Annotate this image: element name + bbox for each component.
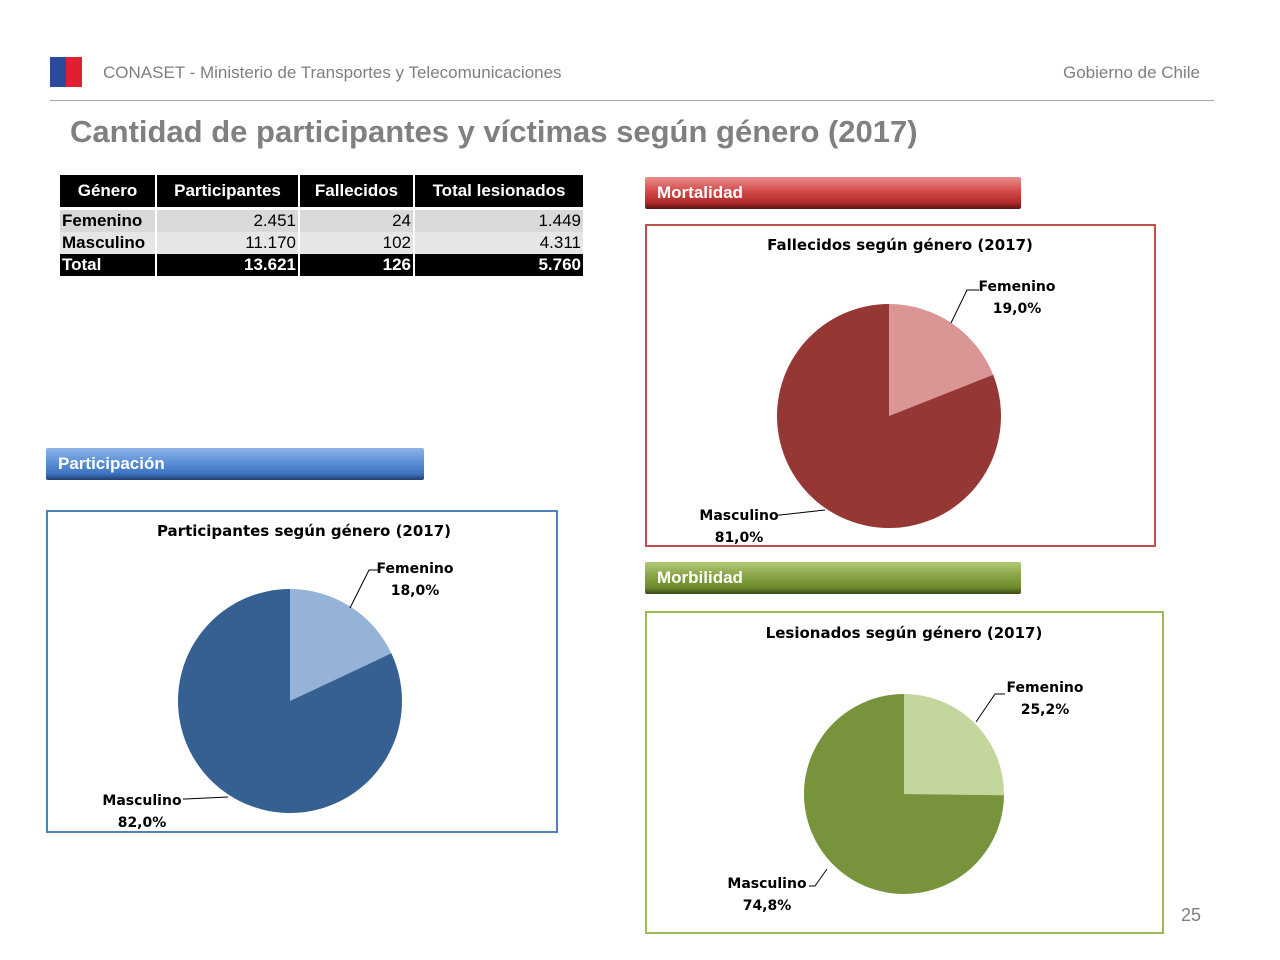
page-number: 25 <box>1181 905 1202 925</box>
cell: 24 <box>300 207 415 232</box>
pie-slice-masculino <box>178 589 403 813</box>
data-label-percent: 82,0% <box>118 815 167 831</box>
chart-title: Participantes según género (2017) <box>157 522 451 540</box>
data-label-name: Femenino <box>979 279 1056 295</box>
data-label-name: Femenino <box>377 561 454 577</box>
leader-line <box>349 569 380 609</box>
pie-chart-fallecidos: Fallecidos según género (2017) Femenino 19… <box>699 236 1056 545</box>
table-row: Femenino 2.451 24 1.449 <box>60 207 583 232</box>
cell: 4.311 <box>415 232 583 254</box>
data-label-name: Masculino <box>102 793 182 809</box>
cell: 11.170 <box>157 232 300 254</box>
cell: 13.621 <box>157 254 300 276</box>
cell: 1.449 <box>415 207 583 232</box>
data-label-percent: 19,0% <box>993 301 1042 317</box>
leader-line <box>950 289 979 324</box>
leader-line <box>778 509 826 516</box>
data-label-percent: 81,0% <box>715 530 764 545</box>
leader-line <box>809 868 828 887</box>
cell: 126 <box>300 254 415 276</box>
leader-line <box>975 693 1005 723</box>
pie-slice-femenino <box>904 694 1004 796</box>
col-header-fallecidos: Fallecidos <box>300 175 415 207</box>
cell: Masculino <box>60 232 157 254</box>
header-gov: Gobierno de Chile <box>1062 63 1200 82</box>
header-org: CONASET - Ministerio de Transportes y Te… <box>103 63 562 82</box>
chart-panel-participantes: Participantes según género (2017) Femenin… <box>46 510 558 833</box>
section-bar-morbilidad: Morbilidad <box>645 562 1021 594</box>
table-header-row: Género Participantes Fallecidos Total le… <box>60 175 583 207</box>
col-header-lesionados: Total lesionados <box>415 175 583 207</box>
pie-slice-femenino <box>889 304 994 416</box>
data-table: Género Participantes Fallecidos Total le… <box>60 175 583 276</box>
chart-panel-lesionados: Lesionados según género (2017) Femenino 25… <box>645 611 1164 934</box>
chart-panel-fallecidos: Fallecidos según género (2017) Femenino 19… <box>645 224 1156 547</box>
pie-slice-femenino <box>290 589 392 701</box>
pie-chart-lesionados: Lesionados según género (2017) Femenino 25… <box>727 624 1084 914</box>
data-label-percent: 25,2% <box>1021 702 1070 718</box>
table-total-row: Total 13.621 126 5.760 <box>60 254 583 276</box>
cell: Total <box>60 254 157 276</box>
cell: 5.760 <box>415 254 583 276</box>
pie-chart-participantes: Participantes según género (2017) Femenin… <box>102 522 454 831</box>
cell: 2.451 <box>157 207 300 232</box>
data-label-name: Femenino <box>1007 680 1084 696</box>
pie-slice-masculino <box>776 304 1001 528</box>
data-label-name: Masculino <box>727 876 807 892</box>
section-bar-mortalidad: Mortalidad <box>645 177 1021 209</box>
table-row: Masculino 11.170 102 4.311 <box>60 232 583 254</box>
cell: 102 <box>300 232 415 254</box>
page-title: Cantidad de participantes y víctimas seg… <box>70 114 918 149</box>
cell: Femenino <box>60 207 157 232</box>
col-header-genero: Género <box>60 175 157 207</box>
pie-slice-masculino <box>803 694 1004 894</box>
section-bar-participacion: Participación <box>46 448 424 480</box>
data-label-percent: 74,8% <box>743 898 792 914</box>
leader-line <box>183 796 229 800</box>
data-label-percent: 18,0% <box>391 583 440 599</box>
chart-title: Fallecidos según género (2017) <box>767 236 1033 254</box>
col-header-participantes: Participantes <box>157 175 300 207</box>
data-label-name: Masculino <box>699 508 779 524</box>
chart-title: Lesionados según género (2017) <box>766 624 1043 642</box>
chile-flag-logo <box>50 57 82 87</box>
header-divider <box>50 100 1214 101</box>
